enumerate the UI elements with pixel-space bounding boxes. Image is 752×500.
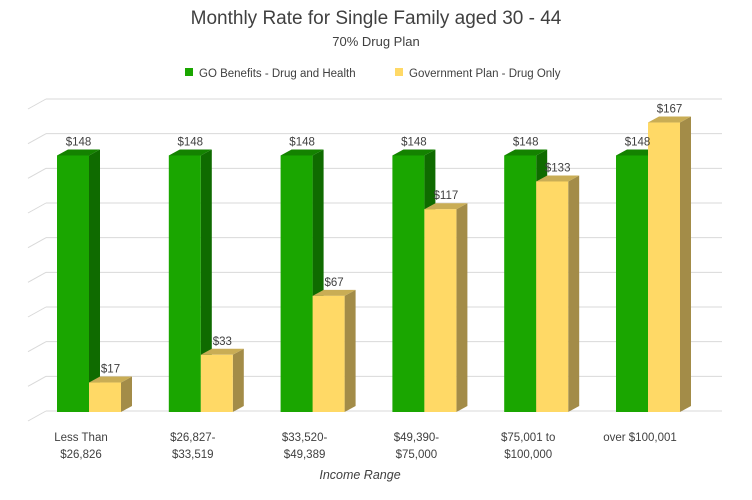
gridline-diagonal — [27, 98, 47, 110]
data-label: $67 — [325, 277, 344, 289]
gridline-diagonal — [27, 271, 47, 283]
data-labels: $148 $17 $148 $33 $148 $67 $148 $117 $148 $133 $14… — [66, 104, 683, 376]
bar-top — [168, 149, 212, 156]
x-tick-label: $33,519 — [172, 449, 214, 461]
bar-top — [280, 149, 324, 156]
bar-top — [536, 175, 580, 182]
gridline-diagonal — [27, 167, 47, 179]
bar-front — [57, 155, 89, 412]
gridline-diagonal — [27, 375, 47, 387]
x-tick-label: Less Than — [54, 432, 108, 444]
bar-top — [89, 376, 132, 383]
bar-top — [392, 149, 436, 156]
x-tick-label: over $100,001 — [603, 432, 677, 444]
bar-side — [89, 149, 100, 412]
bar-front — [392, 155, 425, 412]
legend-label-government-plan: Government Plan - Drug Only — [409, 68, 561, 80]
bar-government-plan-3 — [424, 203, 468, 412]
x-tick-label: $49,390- — [394, 432, 440, 444]
bar-side — [232, 348, 244, 412]
data-label: $148 — [625, 136, 651, 148]
bar-front — [648, 122, 680, 413]
chart-title: Monthly Rate for Single Family aged 30 -… — [191, 8, 562, 29]
bar-government-plan-2 — [312, 289, 356, 412]
x-tick-label: $75,001 to — [501, 432, 555, 444]
gridline-diagonal — [27, 133, 47, 145]
bar-government-plan-5 — [648, 116, 691, 413]
bar-side — [200, 149, 212, 412]
x-tick-label: $26,826 — [60, 449, 102, 461]
legend-swatch-government-plan — [395, 68, 403, 76]
legend-swatch-go-benefits — [185, 68, 193, 76]
gridline-diagonal — [27, 410, 47, 422]
data-label: $167 — [657, 104, 683, 116]
data-label: $17 — [101, 364, 120, 376]
bar-top — [57, 149, 100, 156]
legend-label-go-benefits: GO Benefits - Drug and Health — [199, 68, 356, 80]
bar-front — [280, 155, 313, 412]
x-tick-label: $26,827- — [170, 432, 216, 444]
bar-top — [200, 348, 244, 355]
x-tick-label: $100,000 — [504, 449, 552, 461]
data-label: $117 — [434, 190, 459, 202]
data-label: $148 — [178, 136, 204, 148]
chart-subtitle: 70% Drug Plan — [332, 34, 419, 49]
bar-front — [312, 295, 345, 412]
gridline-diagonal — [27, 202, 47, 214]
bar-front — [89, 382, 121, 412]
legend: GO Benefits - Drug and Health Government… — [185, 68, 561, 80]
x-axis-title: Income Range — [319, 468, 400, 482]
data-label: $148 — [66, 136, 92, 148]
bar-side — [680, 116, 691, 413]
bar-top — [648, 116, 691, 123]
data-label: $133 — [545, 162, 571, 174]
x-tick-labels: Less Than $26,826 $26,827- $33,519 $33,520- $… — [54, 432, 677, 461]
gridline-diagonal — [27, 237, 47, 249]
bar-front — [504, 155, 537, 412]
bar-government-plan-0 — [89, 376, 132, 412]
bar-front — [616, 155, 648, 412]
bar-side — [456, 203, 468, 412]
data-label: $148 — [401, 136, 427, 148]
x-tick-label: $33,520- — [282, 432, 328, 444]
bar-top — [504, 149, 548, 156]
bar-side — [568, 175, 580, 412]
bar-government-plan-1 — [200, 348, 244, 412]
x-tick-label: $49,389 — [284, 449, 326, 461]
bar-government-plan-4 — [536, 175, 580, 412]
bar-top — [424, 203, 468, 210]
bar-side — [121, 376, 132, 412]
bar-front — [168, 155, 201, 412]
bar-side — [344, 289, 356, 412]
data-label: $33 — [213, 336, 232, 348]
gridline-diagonal — [27, 341, 47, 353]
data-label: $148 — [513, 136, 539, 148]
bar-top — [312, 289, 356, 296]
bar-go-benefits-0 — [57, 149, 100, 412]
bars — [57, 116, 691, 413]
bar-front — [200, 354, 233, 412]
gridline-diagonal — [27, 306, 47, 318]
bar-front — [424, 209, 457, 412]
x-tick-label: $75,000 — [396, 449, 438, 461]
gridlines — [27, 98, 722, 422]
bar-front — [536, 181, 569, 412]
data-label: $148 — [289, 136, 315, 148]
bar-go-benefits-1 — [168, 149, 212, 412]
